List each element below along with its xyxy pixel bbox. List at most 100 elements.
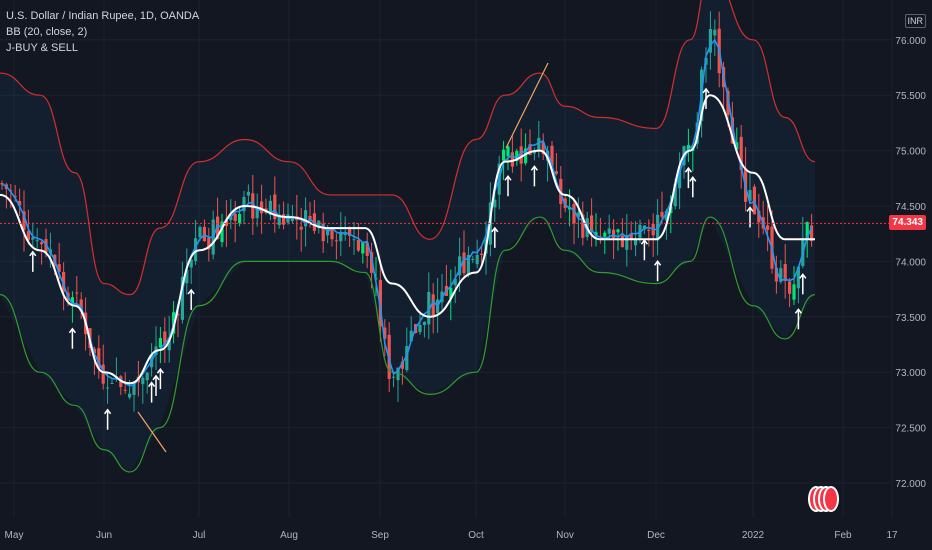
candle-body (356, 239, 360, 251)
candle-body (277, 214, 281, 226)
candle-body (656, 214, 660, 241)
bb-basis-line (0, 94, 815, 385)
candle-body (260, 201, 264, 214)
candle-body (796, 266, 800, 289)
time-tick-label: Aug (280, 530, 298, 541)
time-tick-label: 2022 (742, 530, 765, 541)
buy-arrows (29, 87, 807, 430)
candle-body (141, 377, 145, 385)
candle-body (18, 201, 22, 206)
candle-body (26, 230, 30, 241)
candle-body (229, 216, 233, 221)
currency-badge[interactable]: INR (904, 14, 926, 28)
candle-body (128, 393, 132, 398)
candle-body (612, 229, 616, 239)
buy-arrow-head (640, 238, 648, 245)
buy-arrow-head (530, 165, 538, 171)
time-tick-label: Sep (371, 530, 389, 541)
candle-body (106, 387, 110, 389)
trend-line-down (137, 411, 167, 453)
candle-body (739, 136, 743, 171)
candle-body (673, 184, 677, 207)
chart-legend: U.S. Dollar / Indian Rupee, 1D, OANDA BB… (6, 8, 199, 56)
candle-body (788, 281, 792, 294)
candle-body (427, 291, 431, 325)
candle-body (268, 200, 272, 215)
candle-body (537, 137, 541, 150)
price-tick-label: 73.000 (895, 368, 926, 379)
candle-body (35, 240, 39, 242)
candle-body (22, 211, 26, 231)
candle-body (145, 372, 149, 381)
buy-arrow-head (152, 374, 160, 381)
candle-body (625, 234, 629, 250)
candle-body (779, 268, 783, 282)
bb-upper-line (0, 0, 816, 296)
candle-body (216, 216, 220, 240)
candle-body (541, 142, 545, 155)
price-tick-label: 75.500 (895, 91, 926, 102)
candle-body (594, 232, 598, 236)
candle-body (132, 382, 136, 395)
time-tick-label: Jul (193, 530, 206, 541)
candle-body (550, 145, 554, 166)
candle-body (207, 237, 211, 250)
candle-body (330, 229, 334, 240)
candle-body (352, 239, 356, 241)
candle-body (242, 197, 246, 212)
buy-arrow-head (794, 308, 802, 314)
economic-events-icon[interactable] (808, 486, 840, 512)
buy-arrow-head (504, 175, 512, 181)
candle-body (590, 215, 594, 231)
candle-body (176, 313, 180, 316)
candle-body (282, 214, 286, 225)
candle-body (246, 191, 250, 196)
symbol-title[interactable]: U.S. Dollar / Indian Rupee, 1D, OANDA (6, 10, 200, 22)
candle-body (757, 210, 761, 223)
candle-body (660, 211, 664, 217)
buy-arrow-head (684, 166, 692, 173)
candle-body (392, 376, 396, 378)
candle-body (576, 212, 580, 218)
buy-arrow-head (148, 381, 156, 387)
trend-line-up (505, 62, 549, 149)
candle-body (97, 348, 101, 369)
buy-arrow-head (689, 176, 697, 182)
time-axis[interactable]: May Jun Jul Aug Sep Oct Nov Dec 2022 Feb 17 (5, 530, 898, 541)
candle-body (686, 145, 690, 152)
candle-body (75, 292, 79, 294)
candle-body (616, 229, 620, 233)
price-axis[interactable]: 72.000 72.500 73.000 73.500 74.000 74.500 75.0… (895, 0, 926, 490)
bb-lower-line (0, 216, 816, 473)
time-tick-label: May (5, 530, 24, 541)
time-tick-label: Jun (96, 530, 112, 541)
buy-arrow-head (702, 87, 710, 94)
candle-body (308, 215, 312, 220)
candle-body (783, 264, 787, 281)
candle-body (110, 382, 114, 384)
candle-body (708, 28, 712, 53)
price-tick-label: 76.000 (895, 36, 926, 47)
candle-body (101, 364, 105, 384)
candle-body (409, 330, 413, 342)
candle-body (766, 225, 770, 230)
signal-indicator-label[interactable]: J-BUY & SELL (6, 42, 78, 54)
candle-body (198, 226, 202, 238)
candle-body (224, 219, 228, 227)
bb-band-fill (0, 0, 815, 472)
candle-body (383, 327, 387, 339)
price-tick-label: 72.000 (895, 479, 926, 490)
bb-indicator-label[interactable]: BB (20, close, 2) (6, 26, 88, 38)
candle-body (603, 232, 607, 237)
candle-body (418, 324, 422, 333)
candle-body (405, 346, 409, 371)
candle-body (13, 196, 17, 198)
buy-arrow-head (491, 226, 499, 233)
candle-body (502, 149, 506, 161)
last-price-label: 74.343 (889, 215, 926, 231)
candle-body (805, 221, 809, 239)
candle-body (31, 237, 35, 240)
candle-body (726, 90, 730, 116)
buy-arrow-head (68, 327, 76, 334)
